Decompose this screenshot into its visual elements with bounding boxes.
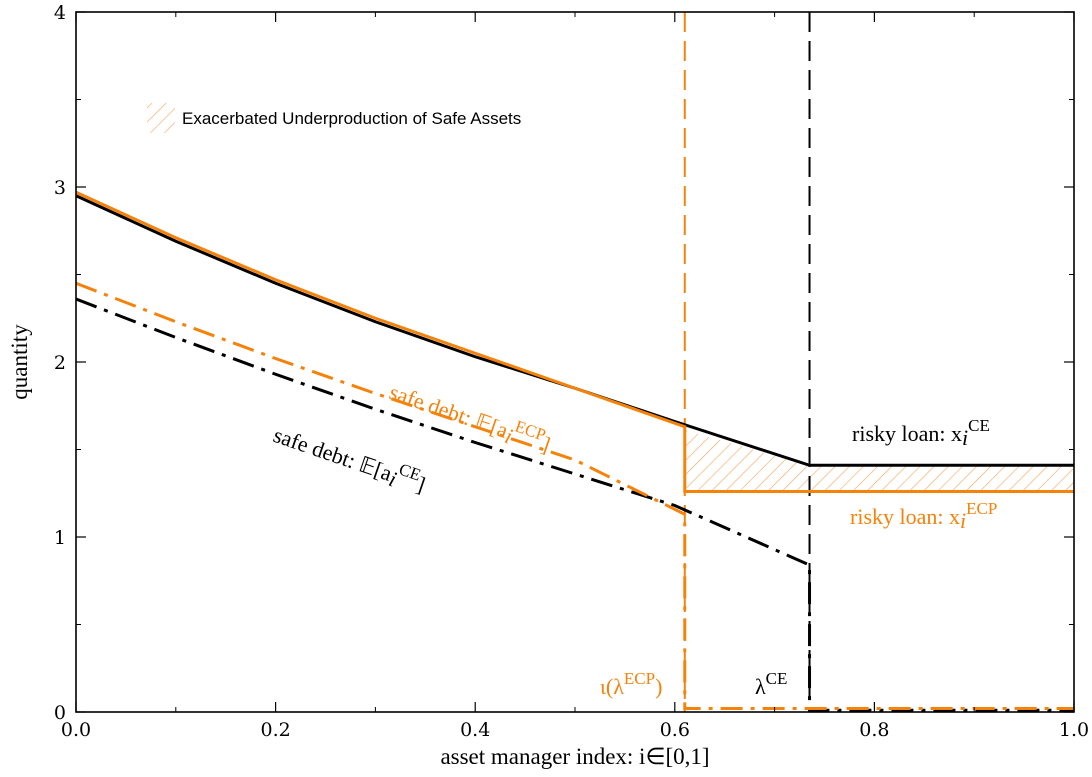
x-tick-label: 0.0 [61, 719, 91, 741]
label-safe-ecp: safe debt: 𝔼[aiECP] [385, 374, 555, 461]
y-tick-label: 3 [54, 177, 66, 199]
legend-label: Exacerbated Underproduction of Safe Asse… [182, 109, 521, 128]
x-axis-label: asset manager index: i∈[0,1] [440, 744, 709, 769]
plot-area [76, 12, 1074, 712]
x-tick-label: 0.4 [460, 719, 490, 741]
series-safe-ce [76, 297, 1074, 712]
axis-ticks: 0.0 0.2 0.4 0.6 0.8 1.0 0 1 2 3 4 [54, 2, 1089, 741]
shaded-underproduction-region [684, 430, 1074, 492]
label-lambda-ce: λCE [755, 669, 787, 699]
legend: Exacerbated Underproduction of Safe Asse… [147, 103, 521, 133]
label-risky-ce: risky loan: xiCE [852, 416, 990, 450]
x-tick-label: 0.6 [660, 719, 690, 741]
label-risky-ecp: risky loan: xiECP [850, 499, 997, 533]
legend-hatch-swatch [147, 103, 175, 133]
series-risky-ecp [76, 190, 1074, 493]
series-risky-ce [76, 194, 1074, 467]
y-tick-label: 1 [54, 527, 66, 549]
y-tick-label: 4 [54, 2, 66, 24]
y-axis-label: quantity [7, 324, 32, 400]
series-safe-ecp [76, 281, 1074, 710]
label-safe-ce: safe debt: 𝔼[aiCE] [269, 417, 430, 501]
x-tick-label: 0.2 [260, 719, 290, 741]
annotations: risky loan: xiCE risky loan: xiECP safe de… [269, 374, 997, 699]
x-tick-label: 1.0 [1059, 719, 1089, 741]
y-tick-label: 0 [54, 702, 66, 724]
label-iota-lambda-ecp: ι(λECP) [600, 669, 662, 699]
x-tick-label: 0.8 [859, 719, 889, 741]
y-tick-label: 2 [54, 352, 66, 374]
